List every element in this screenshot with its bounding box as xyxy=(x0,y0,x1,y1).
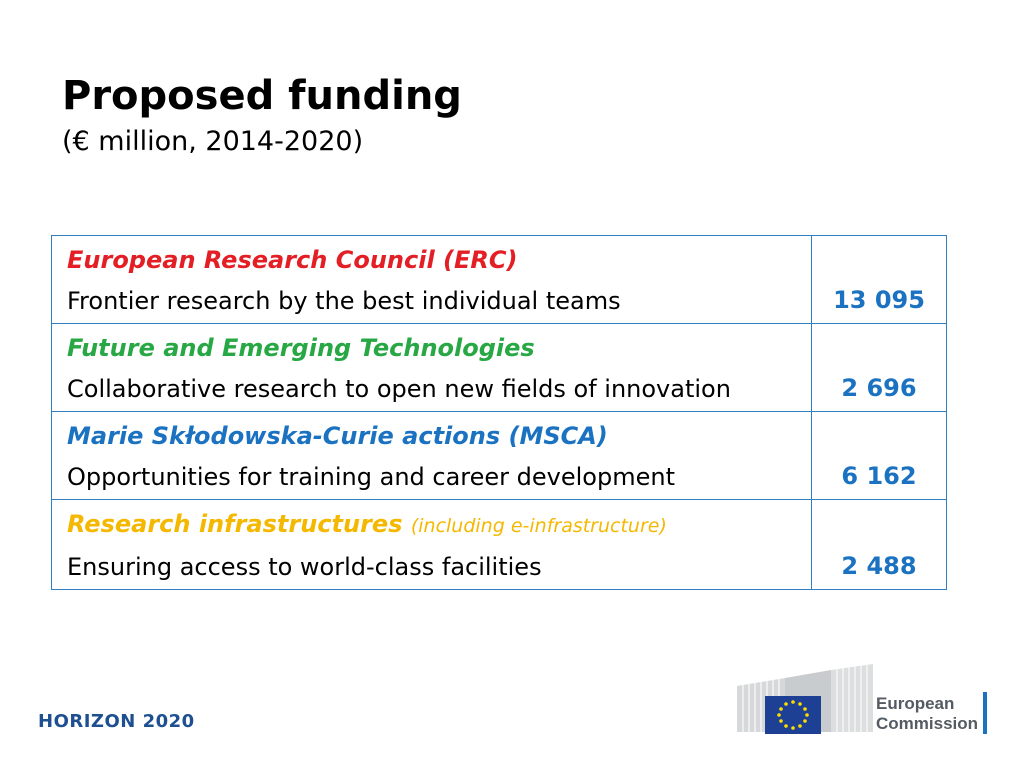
row-value: 2 696 xyxy=(811,323,947,412)
row-heading-text: Future and Emerging Technologies xyxy=(67,334,535,362)
row-heading-text: Research infrastructures xyxy=(67,510,403,538)
row-description: Frontier research by the best individual… xyxy=(67,287,621,315)
european-commission-wordmark: European Commission xyxy=(876,694,978,734)
description-cell: Future and Emerging Technologies Collabo… xyxy=(51,323,812,412)
eu-flag-icon xyxy=(765,696,821,734)
row-value: 2 488 xyxy=(811,499,947,590)
table-row: Marie Skłodowska-Curie actions (MSCA) Op… xyxy=(51,411,947,500)
table-row: European Research Council (ERC) Frontier… xyxy=(51,235,947,324)
row-description: Ensuring access to world-class facilitie… xyxy=(67,553,542,581)
horizon-2020-label: HORIZON 2020 xyxy=(38,711,195,732)
row-heading-text: European Research Council (ERC) xyxy=(67,246,518,274)
table-row: Research infrastructures (including e-in… xyxy=(51,499,947,590)
row-heading: Research infrastructures (including e-in… xyxy=(67,509,799,541)
row-description: Collaborative research to open new field… xyxy=(67,375,731,403)
slide-title: Proposed funding xyxy=(62,73,462,119)
wordmark-line: European xyxy=(876,694,955,713)
description-cell: Research infrastructures (including e-in… xyxy=(51,499,812,590)
row-heading: Future and Emerging Technologies xyxy=(67,333,799,363)
wordmark-line: Commission xyxy=(876,714,979,733)
row-value: 13 095 xyxy=(811,235,947,324)
european-commission-logo xyxy=(737,664,873,734)
row-heading: Marie Skłodowska-Curie actions (MSCA) xyxy=(67,421,799,451)
row-heading: European Research Council (ERC) xyxy=(67,245,799,275)
table-row: Future and Emerging Technologies Collabo… xyxy=(51,323,947,412)
funding-table: European Research Council (ERC) Frontier… xyxy=(51,235,947,590)
description-cell: European Research Council (ERC) Frontier… xyxy=(51,235,812,324)
row-heading-note: (including e-infrastructure) xyxy=(410,515,667,537)
description-cell: Marie Skłodowska-Curie actions (MSCA) Op… xyxy=(51,411,812,500)
logo-accent-bar xyxy=(983,692,987,734)
row-description: Opportunities for training and career de… xyxy=(67,463,675,491)
slide-subtitle: (€ million, 2014-2020) xyxy=(62,126,364,157)
row-value: 6 162 xyxy=(811,411,947,500)
row-heading-text: Marie Skłodowska-Curie actions (MSCA) xyxy=(67,422,608,450)
